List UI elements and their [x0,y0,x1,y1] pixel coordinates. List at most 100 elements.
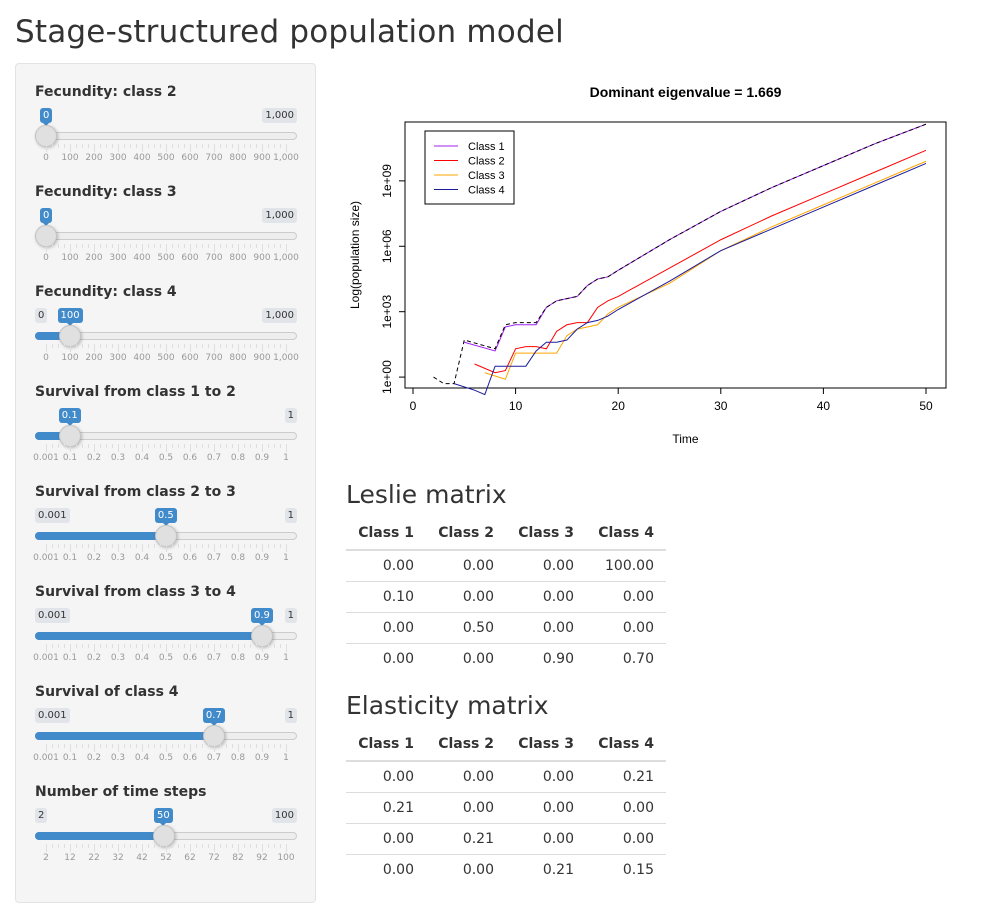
slider-grid-tick [166,344,167,352]
slider-min-label: 0.001 [35,508,70,523]
slider-grid-tick [76,144,77,148]
chart-title: Dominant eigenvalue = 1.669 [590,84,782,100]
y-tick-label: 1e+09 [380,164,394,198]
slider-grid-label: 0.8 [230,453,246,463]
slider-grid-label: 1,000 [273,153,299,163]
slider-grid-tick [154,244,155,248]
slider-grid-label: 0.3 [110,453,126,463]
slider-grid-label: 0.2 [86,753,102,763]
slider-grid-tick [88,544,89,548]
slider-grid-tick [118,344,119,352]
table-cell: 0.15 [586,853,666,885]
slider-grid-label: 1 [283,653,289,663]
table-cell: 0.00 [426,642,506,674]
slider-grid-tick [280,744,281,748]
slider-grid-label: 2 [43,853,49,863]
slider-grid-label: 700 [205,353,223,363]
slider-grid-tick [250,244,251,248]
slider-grid-tick [166,744,167,752]
slider-grid-label: 600 [181,153,199,163]
slider-grid-label: 0.4 [134,553,150,563]
slider-grid-label: 100 [61,253,79,263]
slider-grid-tick [130,244,131,248]
slider-grid-tick [196,244,197,248]
slider-grid-tick [148,444,149,448]
slider-grid-label: 1 [283,453,289,463]
slider-handle[interactable] [154,525,177,547]
slider-grid-tick [64,244,65,248]
slider-grid-tick [136,444,137,448]
slider-grid-tick [274,644,275,648]
slider-grid-tick [178,644,179,648]
slider-grid-tick [124,244,125,248]
slider-grid-tick [232,744,233,748]
table-cell: 0.21 [586,760,666,792]
slider-grid-tick [202,844,203,848]
slider-grid-label: 0.6 [182,653,198,663]
slider-grid-tick [190,844,191,852]
slider-grid-tick [214,544,215,552]
slider-grid-tick [208,144,209,148]
slider-grid-tick [52,544,53,548]
slider-grid-label: 72 [208,853,220,863]
slider-grid-tick [136,244,137,248]
table-cell: 0.90 [506,642,586,674]
slider-grid-tick [70,144,71,152]
slider-grid-tick [118,744,119,752]
slider-grid-tick [262,444,263,452]
slider-grid-label: 900 [253,253,271,263]
slider-grid-label: 0.1 [62,753,78,763]
slider-handle[interactable] [152,825,175,847]
slider-grid-tick [112,444,113,448]
slider-track[interactable] [35,232,297,240]
slider-grid-tick [70,844,71,852]
slider-max-label: 1,000 [262,308,297,323]
slider-grid-label: 0.6 [182,753,198,763]
slider-grid-tick [232,644,233,648]
slider-grid-tick [202,244,203,248]
slider-grid-label: 300 [109,253,127,263]
table-cell: 0.00 [506,791,586,823]
slider-grid-tick [142,444,143,452]
slider-grid-tick [172,644,173,648]
slider-grid-tick [268,644,269,648]
slider-grid-tick [94,544,95,552]
slider-grid-label: 600 [181,253,199,263]
slider-grid-tick [202,544,203,548]
slider-grid-tick [262,544,263,552]
slider-grid-tick [244,544,245,548]
slider-grid-label: 1,000 [273,353,299,363]
slider-grid-tick [172,744,173,748]
slider-grid-tick [94,344,95,352]
slider-grid-tick [70,344,71,352]
slider-grid-label: 0.4 [134,653,150,663]
slider-grid-tick [232,244,233,248]
slider-label: Survival from class 1 to 2 [35,384,236,400]
slider-grid-label: 0.2 [86,553,102,563]
slider-handle[interactable] [250,625,273,647]
slider-grid-label: 0 [43,153,49,163]
slider-max-label: 1,000 [262,208,297,223]
slider-grid-tick [262,644,263,652]
slider-grid-tick [148,544,149,548]
slider-grid-tick [214,244,215,252]
slider-grid-tick [112,344,113,348]
slider-handle[interactable] [58,425,81,447]
slider-grid-label: 1 [283,553,289,563]
table-header-row: Class 1 Class 2 Class 3 Class 4 [346,728,666,762]
legend-label: Class 3 [468,170,505,182]
table-row: 0.00 0.00 0.90 0.70 [346,642,666,674]
slider-grid-tick [142,744,143,752]
column-header: Class 2 [426,517,506,551]
slider-grid-tick [208,344,209,348]
slider-track[interactable] [35,132,297,140]
slider-grid-tick [76,344,77,348]
slider-value-label: 0.7 [202,708,225,726]
slider-value-label: 0.1 [58,408,81,426]
slider-grid-tick [46,744,47,752]
slider-grid-label: 0.3 [110,653,126,663]
slider-grid-label: 500 [157,353,175,363]
slider-grid-label: 0 [43,353,49,363]
slider-handle[interactable] [202,725,225,747]
slider-grid-tick [76,844,77,848]
